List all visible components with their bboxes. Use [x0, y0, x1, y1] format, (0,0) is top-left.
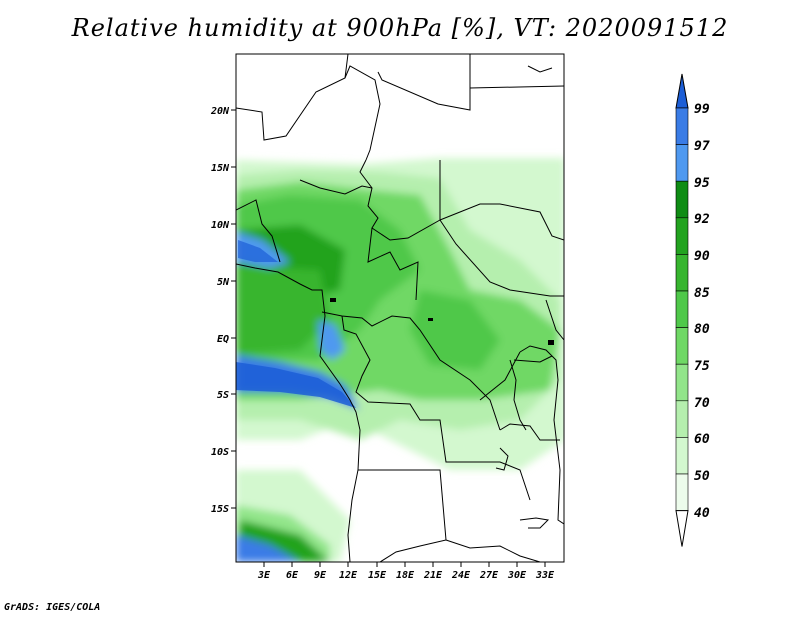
- colorbar-bottom-triangle: [675, 510, 689, 547]
- colorbar-label: 97: [694, 139, 710, 154]
- colorbar-segment: [675, 327, 689, 365]
- colorbar-label: 50: [694, 469, 710, 484]
- longitude-axis: 3E 6E 9E 12E 15E 18E 21E 24E 27E 30E 33E: [257, 562, 555, 581]
- lat-label: 5N: [217, 277, 230, 288]
- lon-label: 33E: [535, 570, 555, 581]
- lat-label: EQ: [217, 334, 229, 345]
- lon-label: 9E: [314, 570, 327, 581]
- colorbar-segment: [675, 400, 689, 438]
- map-frame: [235, 53, 565, 563]
- colorbar-label: 99: [694, 102, 710, 117]
- latitude-axis: 20N 15N 10N 5N EQ 5S 10S 15S: [210, 106, 236, 515]
- colorbar-segment: [675, 144, 689, 182]
- colorbar-segment: [675, 180, 689, 219]
- colorbar-segment: [675, 473, 689, 511]
- colorbar-label: 75: [694, 359, 710, 374]
- colorbar-label: 85: [694, 286, 710, 301]
- colorbar-label: 95: [694, 176, 710, 191]
- lat-label: 5S: [217, 390, 229, 401]
- colorbar: [675, 73, 689, 547]
- lon-label: 21E: [423, 570, 443, 581]
- colorbar-segment: [675, 363, 689, 402]
- colorbar-label: 80: [694, 322, 710, 337]
- colorbar-segment: [675, 254, 689, 292]
- colorbar-label: 90: [694, 249, 710, 264]
- colorbar-label: 92: [694, 212, 710, 227]
- lat-label: 20N: [210, 106, 230, 117]
- colorbar-top-triangle: [675, 73, 689, 109]
- footer-credit: GrADS: IGES/COLA: [4, 602, 101, 613]
- colorbar-label: 60: [694, 432, 710, 447]
- lat-label: 10N: [211, 220, 230, 231]
- colorbar-segment: [675, 217, 689, 255]
- colorbar-segment: [675, 437, 689, 475]
- lon-label: 18E: [396, 570, 415, 581]
- map-title: Relative humidity at 900hPa [%], VT: 202…: [71, 14, 729, 42]
- colorbar-label: 70: [694, 396, 710, 411]
- country-borders: [236, 54, 564, 562]
- lon-label: 3E: [257, 570, 271, 581]
- lon-label: 12E: [339, 570, 358, 581]
- lon-label: 6E: [286, 570, 299, 581]
- colorbar-label: 40: [694, 506, 710, 521]
- colorbar-segment: [675, 107, 689, 145]
- lon-label: 30E: [507, 570, 527, 581]
- humidity-field: [236, 54, 564, 562]
- lon-label: 27E: [479, 570, 499, 581]
- lat-label: 10S: [211, 447, 229, 458]
- lon-label: 24E: [451, 570, 471, 581]
- colorbar-segment: [675, 290, 689, 328]
- lat-label: 15S: [211, 504, 229, 515]
- lon-label: 15E: [368, 570, 387, 581]
- colorbar-labels: 99 97 95 92 90 85 80 75 70 60 50 40: [694, 102, 710, 521]
- lat-label: 15N: [211, 163, 230, 174]
